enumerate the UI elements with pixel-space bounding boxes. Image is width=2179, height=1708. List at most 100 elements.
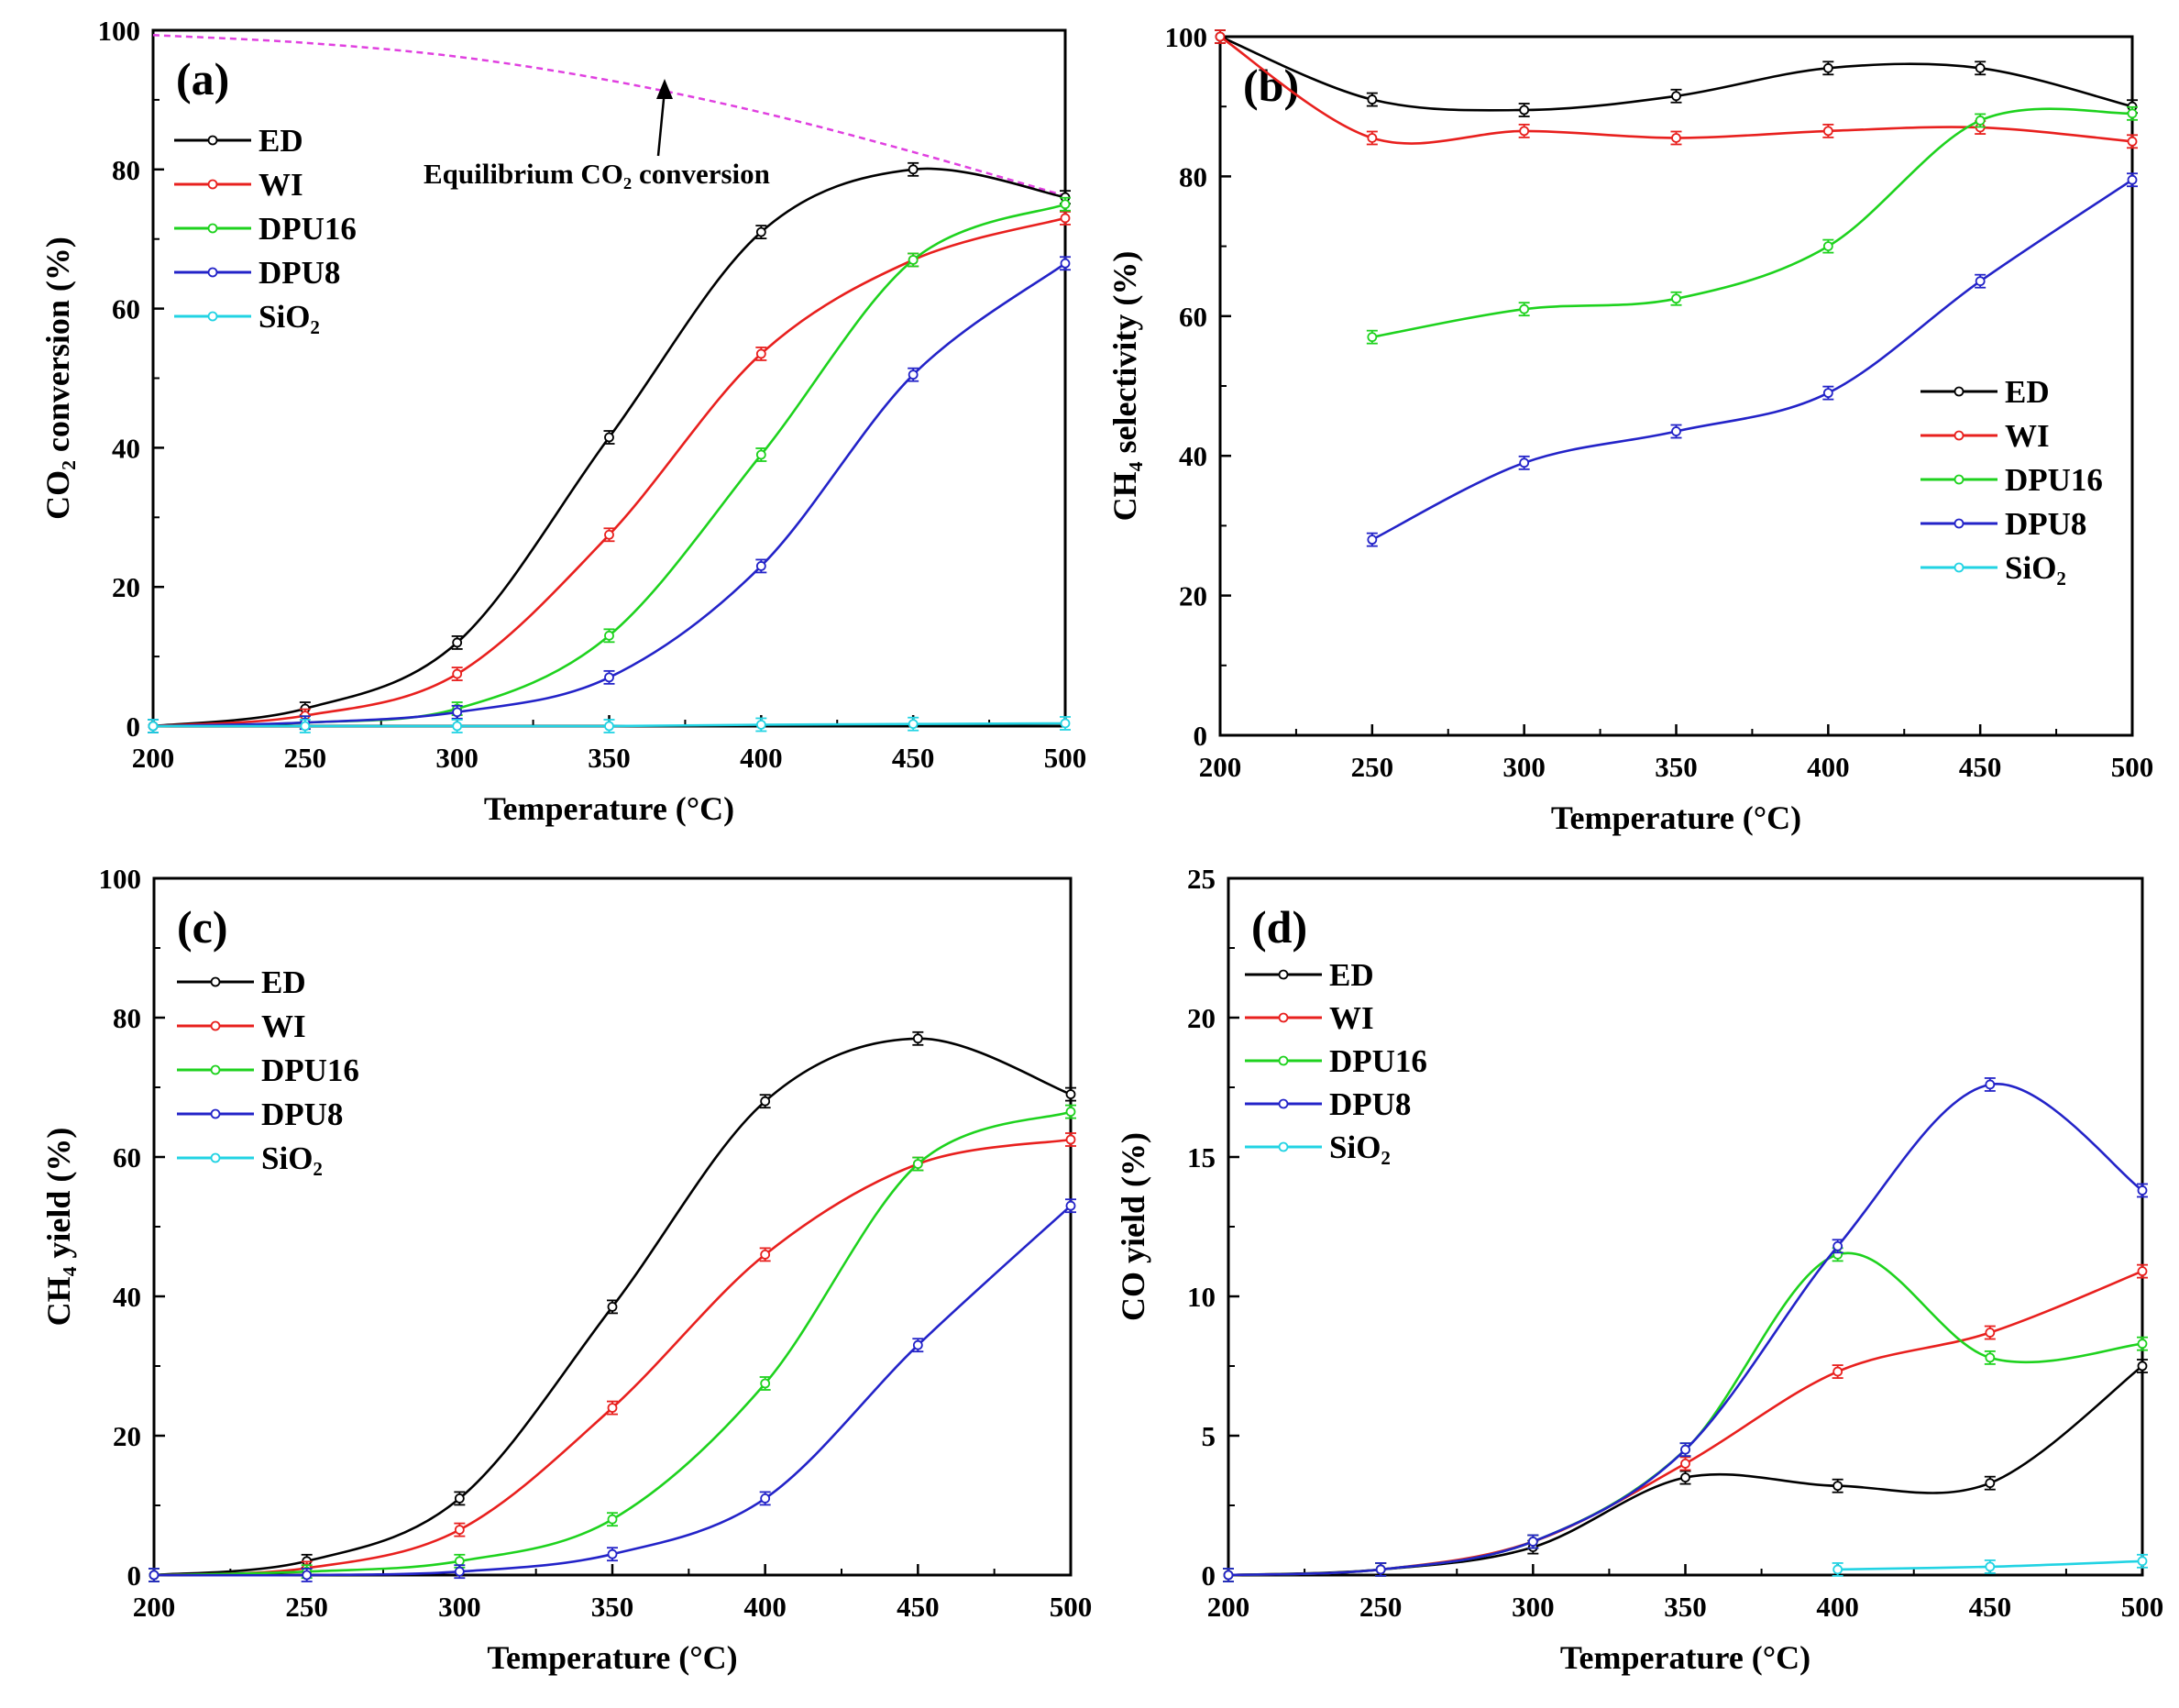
- series-ed: [1215, 29, 2138, 117]
- data-point: [1822, 241, 1833, 252]
- legend-marker: [1278, 1098, 1289, 1109]
- legend-label-wi: WI: [259, 167, 303, 203]
- x-tick-label: 500: [2111, 751, 2154, 783]
- series-sio: [148, 716, 1071, 733]
- x-tick-label: 500: [1044, 742, 1087, 774]
- data-point: [607, 1302, 618, 1312]
- y-tick-label: 20: [112, 571, 140, 603]
- legend-marker: [210, 1108, 221, 1119]
- series-line-dpu16: [1227, 1251, 2143, 1577]
- y-tick-label: 15: [1187, 1141, 1216, 1174]
- legend-marker: [210, 1152, 221, 1163]
- data-point: [149, 1570, 160, 1581]
- legend-marker: [207, 311, 218, 322]
- x-tick-label: 300: [435, 742, 479, 774]
- legend-label-dpu8: DPU8: [1329, 1086, 1411, 1122]
- x-tick-label: 200: [132, 742, 175, 774]
- series-line-wi: [152, 216, 1066, 728]
- data-point: [1375, 1564, 1386, 1575]
- data-point: [1671, 426, 1681, 436]
- y-tick-label: 80: [112, 154, 140, 186]
- data-point: [1822, 126, 1833, 137]
- legend-marker: [207, 179, 218, 190]
- data-point: [454, 1556, 465, 1567]
- equilibrium-annotation: Equilibrium CO₂ conversion: [424, 158, 770, 190]
- legend-marker: [210, 1020, 221, 1031]
- y-tick-label: 5: [1202, 1420, 1216, 1452]
- data-point: [1527, 1537, 1538, 1547]
- x-tick-label: 400: [1816, 1591, 1859, 1623]
- x-tick-label: 200: [133, 1591, 176, 1623]
- legend-marker: [1278, 1055, 1289, 1066]
- y-tick-label: 40: [113, 1281, 141, 1313]
- legend-label-dpu8: DPU8: [2005, 506, 2086, 542]
- legend-marker: [210, 976, 221, 987]
- data-point: [1975, 62, 1986, 73]
- x-axis-label: Temperature (°C): [1560, 1639, 1810, 1676]
- data-point: [2137, 1361, 2148, 1372]
- series-ed: [148, 161, 1071, 733]
- panel-d-co-yield: 200 250 300 350 400 450 500 0 5 10 15 20 25 Temperatu…: [1115, 863, 2163, 1676]
- data-point: [908, 719, 919, 730]
- data-point: [908, 255, 919, 265]
- y-tick-label: 60: [113, 1141, 141, 1174]
- legend-label-dpu16: DPU16: [2005, 462, 2103, 498]
- legend: ED WI DPU16 DPU8 SiO₂: [1920, 374, 2103, 586]
- data-point: [2127, 174, 2138, 185]
- legend-label-dpu8: DPU8: [261, 1096, 343, 1132]
- data-point: [1367, 133, 1378, 143]
- data-point: [2127, 136, 2138, 147]
- data-point: [1671, 91, 1681, 102]
- legend: ED WI DPU16 DPU8 SiO₂: [177, 964, 359, 1176]
- x-tick-label: 500: [1050, 1591, 1093, 1623]
- y-tick-label: 0: [127, 1559, 142, 1592]
- legend-label-wi: WI: [1329, 1000, 1374, 1036]
- y-tick-label: 100: [1165, 21, 1208, 53]
- data-point: [1832, 1564, 1843, 1575]
- legend-label-ed: ED: [261, 964, 306, 1000]
- y-tick-label: 40: [112, 432, 140, 464]
- data-point: [607, 1548, 618, 1559]
- data-point: [2137, 1185, 2148, 1196]
- y-tick-label: 20: [1187, 1002, 1216, 1034]
- legend-marker: [1953, 518, 1964, 529]
- panel-a-co2-conversion: 200 250 300 350 400 450 500 0 20 40 60 80 100 Tempera…: [39, 15, 1086, 827]
- data-point: [1060, 199, 1071, 210]
- legend-label-sio: SiO₂: [259, 299, 320, 335]
- data-point: [604, 630, 614, 641]
- x-tick-label: 250: [285, 1591, 328, 1623]
- x-tick-label: 350: [1664, 1591, 1707, 1623]
- series-sio: [1832, 1553, 2148, 1577]
- y-tick-label: 0: [1202, 1559, 1216, 1592]
- y-tick-label: 100: [99, 863, 142, 895]
- data-point: [1065, 1200, 1076, 1211]
- data-point: [1223, 1570, 1234, 1581]
- data-point: [1975, 116, 1986, 126]
- data-point: [302, 1570, 313, 1581]
- x-tick-label: 300: [1502, 751, 1546, 783]
- y-tick-label: 60: [112, 293, 140, 325]
- data-point: [908, 369, 919, 380]
- legend-label-sio: SiO₂: [261, 1141, 323, 1176]
- data-point: [1832, 1481, 1843, 1492]
- legend-marker: [1953, 386, 1964, 397]
- data-point: [908, 164, 919, 175]
- legend-label-sio: SiO₂: [2005, 550, 2066, 586]
- y-tick-label: 20: [1179, 580, 1207, 612]
- data-point: [1065, 1089, 1076, 1099]
- data-point: [1367, 332, 1378, 343]
- y-tick-label: 10: [1187, 1281, 1216, 1313]
- legend: ED WI DPU16 DPU8 SiO₂: [1245, 957, 1427, 1165]
- data-point: [1985, 1328, 1996, 1338]
- series-line-dpu16: [1371, 107, 2133, 338]
- series-dpu16: [1223, 1247, 2148, 1582]
- panel-c-ch4-yield: 200 250 300 350 400 450 500 0 20 40 60 80 100 Tempera…: [40, 863, 1092, 1676]
- y-axis-label: CH₄ selectivity (%): [1106, 251, 1143, 522]
- data-point: [607, 1514, 618, 1525]
- legend-label-dpu16: DPU16: [1329, 1043, 1427, 1079]
- x-tick-label: 450: [892, 742, 935, 774]
- y-tick-label: 80: [1179, 160, 1207, 193]
- legend-label-wi: WI: [2005, 418, 2050, 454]
- legend-marker: [207, 135, 218, 146]
- y-tick-label: 0: [1194, 720, 1208, 752]
